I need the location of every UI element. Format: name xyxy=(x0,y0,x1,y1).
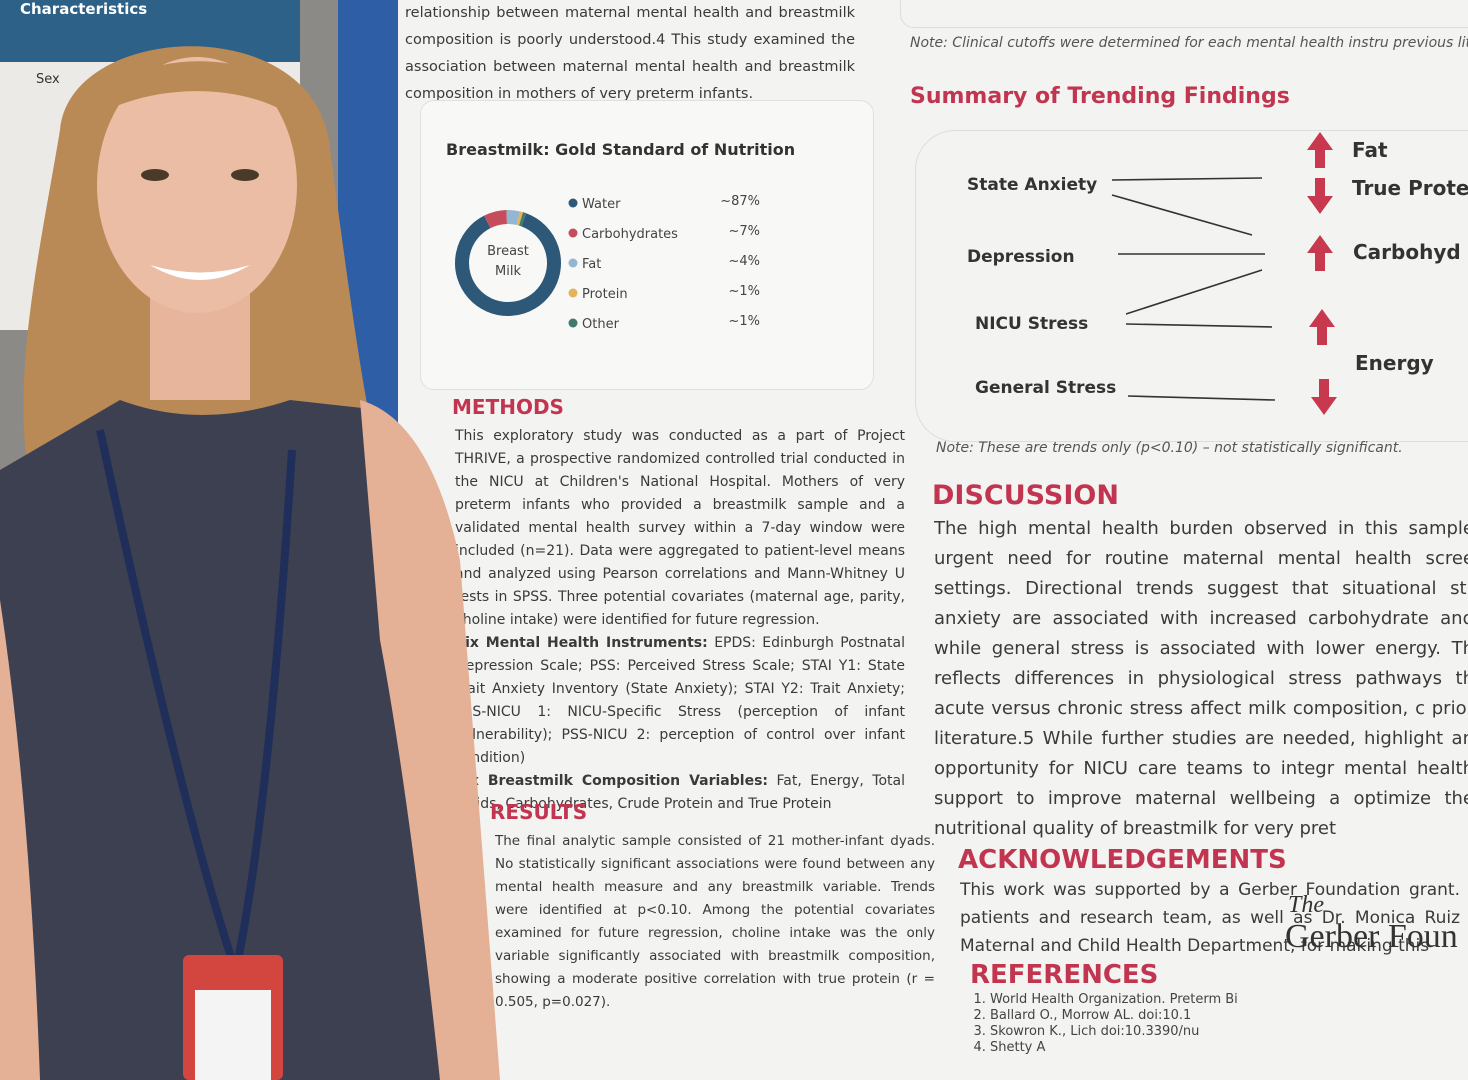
paragraph: EPDS: Edinburgh Postnatal Depression Sca… xyxy=(455,635,905,766)
legend-swatch xyxy=(568,318,578,328)
results-text: The final analytic sample consisted of 2… xyxy=(495,833,935,1010)
donut-segment xyxy=(455,213,561,316)
paragraph: This exploratory study was conducted as … xyxy=(455,428,905,628)
donut-segment xyxy=(518,212,527,227)
logo-line: Gerber Foun xyxy=(1285,918,1458,955)
reference: Skowron K., Lich doi:10.3390/nu xyxy=(990,1024,1238,1040)
face xyxy=(97,57,297,313)
connector-lines xyxy=(1111,177,1276,401)
intro-text: relationship between maternal mental hea… xyxy=(405,5,855,102)
donut-segment xyxy=(506,210,520,226)
smile xyxy=(150,265,250,280)
donut-chart: Breast Milk Water ~87% Carbohydrates ~7% Fat ~4… xyxy=(455,194,760,332)
legend-label: Water xyxy=(582,197,621,212)
summary-diagram: State Anxiety Depression NICU Stress Genera… xyxy=(967,132,1468,415)
legend-label: Protein xyxy=(582,287,628,302)
value-label: ~7% xyxy=(728,224,760,239)
outcome: Carbohyd xyxy=(1353,240,1461,264)
donut-segment xyxy=(484,210,508,229)
center-label: Breast xyxy=(487,244,529,259)
reference: World Health Organization. Preterm Bi xyxy=(990,992,1238,1008)
reference: Shetty A xyxy=(990,1040,1238,1056)
value-label: ~1% xyxy=(728,284,760,299)
legend-swatch xyxy=(568,198,578,208)
row-label: Sex xyxy=(36,72,60,87)
outcome: True Protei xyxy=(1352,176,1468,200)
chart-card xyxy=(420,100,874,390)
section-heading: RESULTS xyxy=(490,800,588,824)
summary-note: Note: These are trends only (p<0.10) – n… xyxy=(936,440,1403,456)
predictor: Depression xyxy=(967,247,1075,267)
reference-list: World Health Organization. Preterm BiBal… xyxy=(972,992,1238,1056)
up-arrow xyxy=(1307,132,1333,168)
box xyxy=(900,0,1468,28)
value-label: ~4% xyxy=(728,254,760,269)
center-label: Milk xyxy=(495,264,521,279)
arrows xyxy=(1307,132,1337,415)
predictor: State Anxiety xyxy=(967,175,1097,195)
summary-title: Summary of Trending Findings xyxy=(910,84,1290,109)
reference: Ballard O., Morrow AL. doi:10.1 xyxy=(990,1008,1238,1024)
up-arrow xyxy=(1307,235,1333,271)
legend-label: Fat xyxy=(582,257,601,272)
legend-label: Carbohydrates xyxy=(582,227,678,242)
hair xyxy=(90,61,310,130)
predictor: General Stress xyxy=(975,378,1116,398)
dress xyxy=(0,400,440,1080)
badge-photo xyxy=(195,990,271,1080)
cutoff-note: Note: Clinical cutoffs were determined f… xyxy=(910,35,1468,51)
value-label: ~87% xyxy=(720,194,760,209)
connector xyxy=(1127,395,1276,401)
summary-box xyxy=(915,130,1468,442)
chart-title: Breastmilk: Gold Standard of Nutrition xyxy=(446,140,796,159)
label: Six Mental Health Instruments: xyxy=(455,635,708,651)
discussion-text: The high mental health burden observed i… xyxy=(934,518,1468,839)
connector xyxy=(1111,177,1263,181)
methods-text: This exploratory study was conducted as … xyxy=(455,425,905,816)
legend-label: Other xyxy=(582,317,620,332)
lanyard xyxy=(96,429,296,962)
donut-segment xyxy=(516,211,524,226)
person xyxy=(0,46,500,1080)
legend-swatch xyxy=(568,228,578,238)
paragraph: Fat, Energy, Total Solids, Carbohydrates… xyxy=(455,773,905,812)
ack-text: This work was supported by a Gerber Foun… xyxy=(960,880,1460,956)
predictor: NICU Stress xyxy=(975,314,1088,334)
outcome: Fat xyxy=(1352,138,1388,162)
down-arrow xyxy=(1311,379,1337,415)
down-arrow xyxy=(1307,178,1333,214)
eye xyxy=(231,169,259,181)
connector xyxy=(1125,269,1263,315)
section-heading: ACKNOWLEDGEMENTS xyxy=(958,845,1287,875)
logo-line: The xyxy=(1288,892,1324,918)
outcome: Energy xyxy=(1355,351,1434,375)
value-label: ~1% xyxy=(728,314,760,329)
section-heading: REFERENCES xyxy=(970,960,1159,990)
section-heading: METHODS xyxy=(452,395,564,419)
up-arrow xyxy=(1309,309,1335,345)
arm xyxy=(360,400,500,1080)
legend-swatch xyxy=(568,288,578,298)
label: Six Breastmilk Composition Variables: xyxy=(455,773,768,789)
eye xyxy=(141,169,169,181)
connector xyxy=(1125,323,1273,328)
arm xyxy=(0,600,40,1080)
connector xyxy=(1111,194,1253,236)
section-heading: DISCUSSION xyxy=(932,480,1119,511)
legend-swatch xyxy=(568,258,578,268)
